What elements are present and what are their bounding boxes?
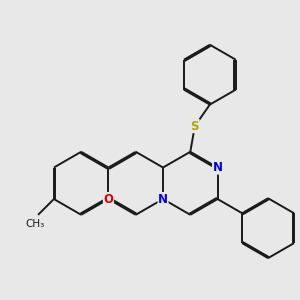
Text: N: N xyxy=(213,161,223,174)
Text: N: N xyxy=(158,193,168,206)
Text: CH₃: CH₃ xyxy=(26,219,45,229)
Text: S: S xyxy=(190,119,199,133)
Text: O: O xyxy=(103,193,113,206)
